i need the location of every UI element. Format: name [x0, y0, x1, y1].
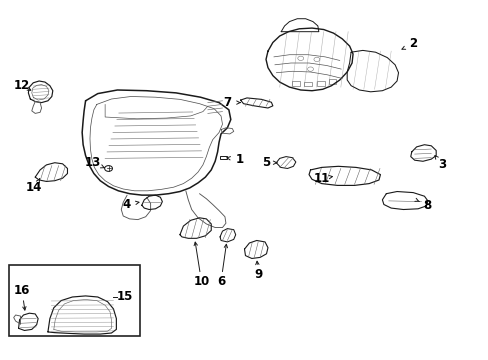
Bar [304, 82, 311, 86]
Text: 3: 3 [438, 158, 446, 171]
Bar [220, 156, 226, 159]
Bar [328, 79, 336, 84]
Text: 11: 11 [313, 172, 329, 185]
Text: 13: 13 [84, 156, 101, 169]
Bar [9, 265, 140, 336]
Text: 12: 12 [14, 79, 30, 92]
Text: 7: 7 [223, 96, 231, 109]
Text: 4: 4 [122, 198, 130, 211]
Bar [316, 81, 324, 86]
Text: 8: 8 [423, 199, 431, 212]
Bar [292, 81, 300, 86]
Text: 2: 2 [408, 37, 416, 50]
Text: 5: 5 [262, 156, 270, 169]
Text: 10: 10 [193, 275, 209, 288]
Text: 9: 9 [254, 268, 262, 281]
Text: 15: 15 [116, 291, 133, 303]
Text: 14: 14 [26, 181, 42, 194]
Text: 6: 6 [217, 275, 224, 288]
Text: 16: 16 [14, 284, 30, 297]
Text: 1: 1 [235, 153, 243, 166]
